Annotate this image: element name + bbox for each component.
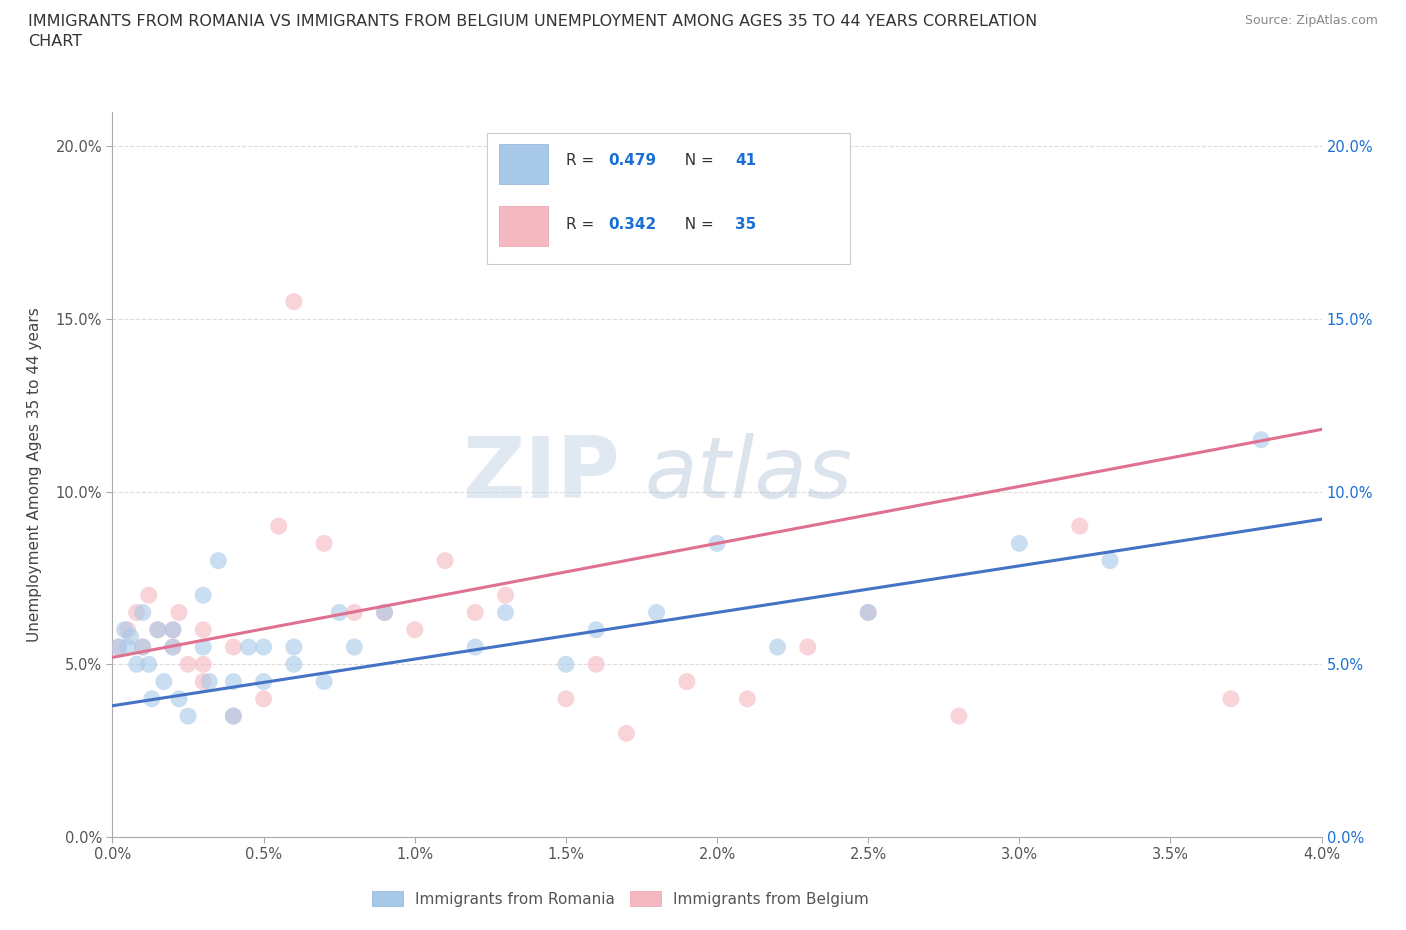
Point bbox=[737, 691, 759, 706]
Point bbox=[253, 674, 276, 689]
Legend: Immigrants from Romania, Immigrants from Belgium: Immigrants from Romania, Immigrants from… bbox=[366, 884, 875, 912]
Point bbox=[167, 691, 190, 706]
Point bbox=[495, 605, 517, 620]
Point bbox=[283, 640, 305, 655]
Point bbox=[253, 640, 276, 655]
Text: R =: R = bbox=[565, 217, 599, 232]
Text: Source: ZipAtlas.com: Source: ZipAtlas.com bbox=[1244, 14, 1378, 27]
Point bbox=[138, 657, 160, 671]
Point bbox=[796, 640, 818, 655]
Point bbox=[373, 605, 396, 620]
Point bbox=[585, 622, 607, 637]
Point bbox=[585, 657, 607, 671]
Text: 41: 41 bbox=[735, 153, 756, 168]
Text: N =: N = bbox=[675, 153, 718, 168]
FancyBboxPatch shape bbox=[488, 133, 851, 264]
Point bbox=[856, 605, 880, 620]
Point bbox=[153, 674, 176, 689]
Point bbox=[207, 553, 229, 568]
Point bbox=[191, 640, 215, 655]
Point bbox=[283, 294, 305, 309]
Point bbox=[253, 691, 276, 706]
Point bbox=[222, 674, 245, 689]
Point bbox=[328, 605, 350, 620]
Point bbox=[162, 640, 184, 655]
Point bbox=[554, 657, 576, 671]
Point bbox=[141, 691, 163, 706]
Point bbox=[132, 640, 155, 655]
Text: atlas: atlas bbox=[644, 432, 852, 516]
Point bbox=[312, 674, 335, 689]
Point bbox=[1250, 432, 1272, 447]
Point bbox=[856, 605, 880, 620]
Point bbox=[114, 622, 136, 637]
Point bbox=[162, 622, 184, 637]
Point bbox=[198, 674, 221, 689]
Point bbox=[1069, 519, 1091, 534]
Point bbox=[117, 622, 139, 637]
Point bbox=[616, 726, 638, 741]
Y-axis label: Unemployment Among Ages 35 to 44 years: Unemployment Among Ages 35 to 44 years bbox=[27, 307, 42, 642]
Point bbox=[162, 622, 184, 637]
Point bbox=[107, 640, 129, 655]
Point bbox=[125, 605, 148, 620]
Text: 35: 35 bbox=[735, 217, 756, 232]
Point bbox=[343, 640, 366, 655]
Text: IMMIGRANTS FROM ROMANIA VS IMMIGRANTS FROM BELGIUM UNEMPLOYMENT AMONG AGES 35 TO: IMMIGRANTS FROM ROMANIA VS IMMIGRANTS FR… bbox=[28, 14, 1038, 29]
Point bbox=[167, 605, 190, 620]
FancyBboxPatch shape bbox=[499, 144, 548, 184]
Point bbox=[706, 536, 728, 551]
Point bbox=[177, 657, 200, 671]
Point bbox=[1219, 691, 1241, 706]
Point bbox=[222, 709, 245, 724]
Point bbox=[125, 657, 148, 671]
Point bbox=[1008, 536, 1031, 551]
Point bbox=[191, 657, 215, 671]
Point bbox=[191, 588, 215, 603]
Point bbox=[1098, 553, 1121, 568]
Text: 0.342: 0.342 bbox=[609, 217, 657, 232]
Point bbox=[132, 640, 155, 655]
Point bbox=[267, 519, 290, 534]
Point bbox=[191, 622, 215, 637]
Point bbox=[146, 622, 169, 637]
Point bbox=[162, 640, 184, 655]
Point bbox=[464, 605, 486, 620]
Point bbox=[222, 640, 245, 655]
Point bbox=[343, 605, 366, 620]
Point bbox=[222, 709, 245, 724]
Point bbox=[107, 640, 129, 655]
Point bbox=[191, 674, 215, 689]
Text: CHART: CHART bbox=[28, 34, 82, 49]
Point bbox=[373, 605, 396, 620]
Point bbox=[132, 605, 155, 620]
Point bbox=[312, 536, 335, 551]
Point bbox=[404, 622, 426, 637]
Point bbox=[283, 657, 305, 671]
Point bbox=[138, 588, 160, 603]
Point bbox=[238, 640, 260, 655]
FancyBboxPatch shape bbox=[499, 206, 548, 246]
Point bbox=[117, 640, 139, 655]
Point bbox=[146, 622, 169, 637]
Point bbox=[495, 588, 517, 603]
Point bbox=[464, 640, 486, 655]
Text: N =: N = bbox=[675, 217, 718, 232]
Point bbox=[177, 709, 200, 724]
Text: 0.479: 0.479 bbox=[609, 153, 657, 168]
Point bbox=[120, 630, 142, 644]
Point bbox=[766, 640, 789, 655]
Point bbox=[675, 674, 697, 689]
Point bbox=[645, 605, 668, 620]
Point bbox=[948, 709, 970, 724]
Point bbox=[433, 553, 456, 568]
Text: ZIP: ZIP bbox=[463, 432, 620, 516]
Point bbox=[554, 691, 576, 706]
Text: R =: R = bbox=[565, 153, 599, 168]
